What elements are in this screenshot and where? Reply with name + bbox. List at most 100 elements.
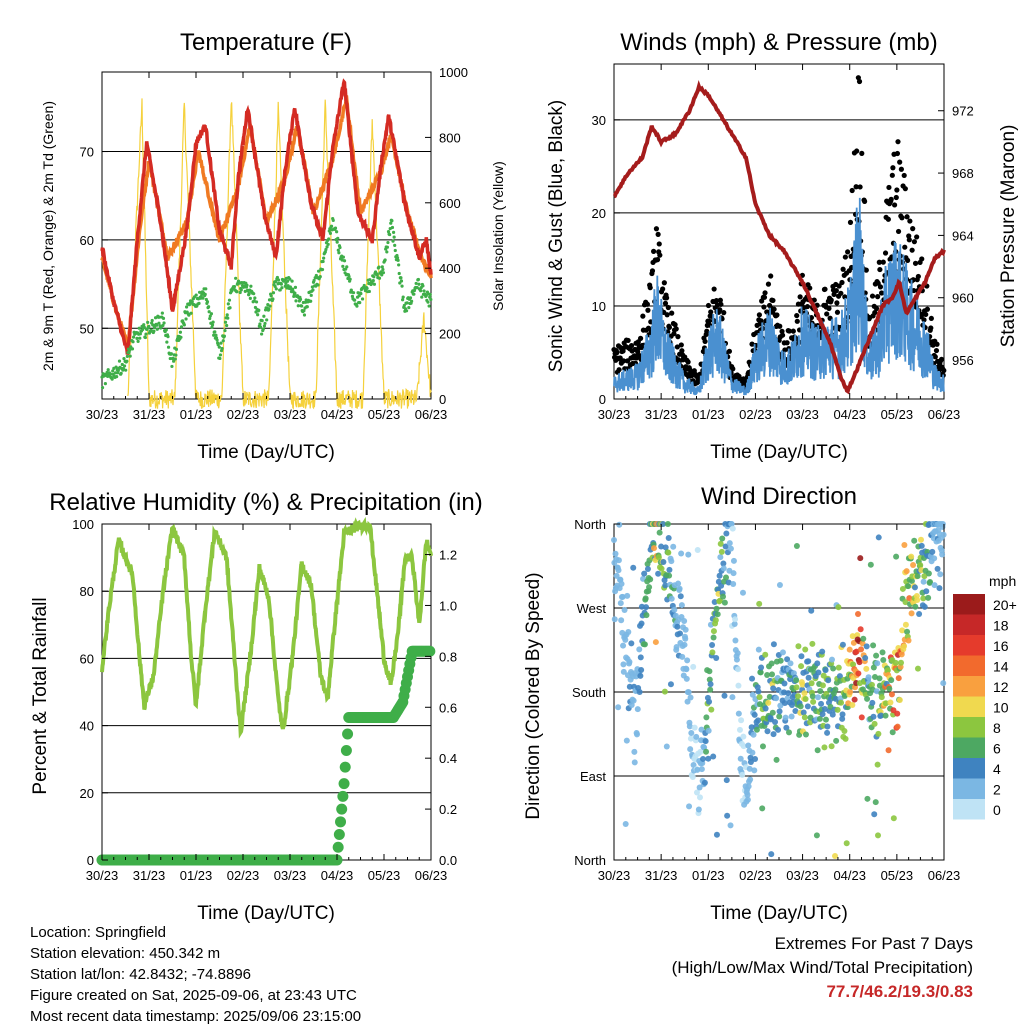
direction-point — [809, 640, 816, 647]
dewpoint-point — [293, 285, 298, 289]
direction-point — [923, 588, 930, 595]
dewpoint-point — [110, 377, 114, 381]
dewpoint-point — [322, 256, 326, 260]
gust-point — [758, 318, 764, 324]
direction-point — [870, 664, 877, 671]
legend-label: 6 — [993, 741, 1001, 757]
wind-xtick-label: 04/23 — [833, 407, 866, 422]
wind-xtick-label: 30/23 — [598, 407, 631, 422]
wind-ytick-label-right: 964 — [952, 228, 974, 243]
direction-point — [662, 544, 669, 551]
dewpoint-point — [197, 301, 201, 305]
dewpoint-point — [207, 310, 211, 314]
gust-point — [902, 186, 908, 192]
direction-point — [687, 746, 694, 753]
direction-point — [871, 720, 878, 727]
precip-point — [336, 803, 348, 815]
direction-point — [776, 713, 783, 720]
direction-point — [849, 633, 856, 640]
dewpoint-point — [227, 298, 232, 302]
precip-point — [338, 778, 350, 790]
direction-point — [682, 635, 689, 642]
dewpoint-point — [390, 225, 395, 230]
gust-point — [880, 259, 886, 265]
info-created: Figure created on Sat, 2025-09-06, at 23… — [30, 987, 357, 1004]
direction-point — [869, 699, 876, 706]
dewpoint-point — [333, 226, 338, 230]
dewpoint-point — [389, 221, 393, 225]
direction-point — [911, 584, 918, 591]
gust-point — [616, 367, 622, 373]
direction-point — [666, 572, 673, 579]
dewpoint-point — [111, 369, 115, 373]
dewpoint-point — [130, 347, 135, 351]
direction-point — [687, 694, 694, 701]
gust-point — [761, 304, 767, 310]
dewpoint-point — [276, 278, 281, 282]
dewpoint-point — [206, 305, 211, 309]
direction-point — [832, 686, 839, 693]
dewpoint-point — [381, 271, 386, 275]
info-location: Location: Springfield — [30, 924, 166, 941]
direction-point — [615, 557, 622, 564]
gust-point — [875, 294, 881, 300]
direction-point — [784, 656, 791, 663]
direction-point — [876, 675, 883, 682]
dewpoint-point — [385, 245, 389, 249]
dewpoint-point — [117, 359, 122, 363]
gust-point — [614, 350, 620, 356]
direction-point — [667, 681, 674, 688]
dewpoint-point — [335, 240, 339, 244]
direction-point — [798, 653, 805, 660]
direction-point — [785, 690, 792, 697]
direction-point — [735, 682, 742, 689]
dewpoint-point — [215, 338, 219, 342]
direction-point — [710, 634, 717, 641]
gust-point — [664, 295, 670, 301]
direction-point — [732, 637, 739, 644]
gust-point — [807, 285, 813, 291]
rh-ytick-label-right: 0.4 — [439, 751, 457, 766]
dewpoint-point — [357, 294, 361, 298]
direction-point — [854, 632, 861, 639]
dewpoint-point — [360, 297, 365, 301]
direction-point — [903, 568, 910, 575]
direction-point — [703, 714, 710, 721]
dewpoint-point — [238, 290, 242, 295]
dewpoint-point — [138, 332, 142, 336]
direction-point — [643, 604, 650, 611]
gust-point — [653, 226, 660, 232]
direction-point — [868, 681, 875, 688]
direction-point — [834, 706, 841, 713]
dewpoint-point — [122, 357, 126, 361]
direction-point — [921, 573, 928, 580]
temp-xtick-label: 04/23 — [321, 407, 354, 422]
direction-point — [815, 669, 822, 676]
direction-point — [859, 640, 866, 647]
dewpoint-point — [245, 283, 249, 287]
temp-ytick-label: 60 — [80, 233, 94, 248]
legend-label: 14 — [993, 659, 1009, 675]
direction-point — [719, 535, 726, 542]
gust-point — [909, 247, 915, 253]
direction-point — [683, 675, 690, 682]
temperature-series — [100, 78, 433, 410]
dewpoint-point — [290, 279, 294, 283]
dewpoint-point — [279, 282, 283, 286]
dewpoint-point — [288, 277, 292, 281]
legend-label: 18 — [993, 618, 1009, 634]
direction-point — [618, 617, 625, 624]
direction-point — [764, 672, 771, 679]
direction-point — [858, 646, 865, 653]
gust-point — [849, 187, 855, 194]
direction-point — [888, 691, 895, 698]
dewpoint-point — [400, 284, 404, 288]
direction-point — [931, 555, 938, 562]
direction-point — [808, 607, 815, 614]
temperature-ylabel-left: 2m & 9m T (Red, Orange) & 2m Td (Green) — [40, 101, 56, 371]
direction-point — [618, 580, 625, 587]
dewpoint-point — [268, 304, 272, 308]
legend-label: 4 — [993, 761, 1001, 777]
gust-point — [889, 172, 895, 178]
direction-point — [777, 702, 784, 709]
